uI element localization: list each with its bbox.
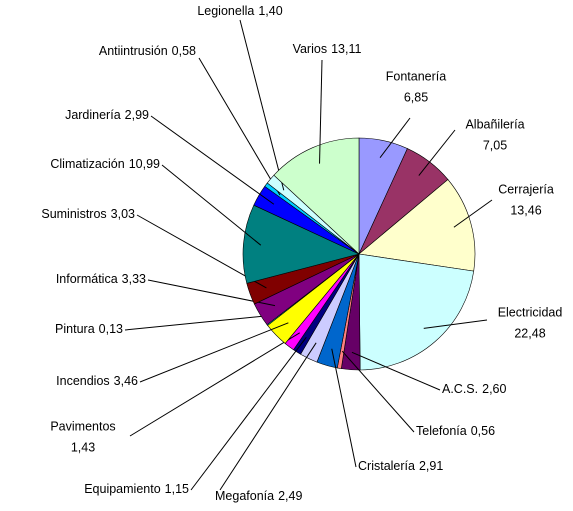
pie-slice <box>358 253 475 371</box>
slice-label: Informática <box>56 272 118 286</box>
leader-line <box>341 350 415 433</box>
leader-line <box>124 313 282 331</box>
slice-label: Cerrajería <box>498 182 554 196</box>
slice-value: 7,05 <box>483 138 507 152</box>
slice-label: Cristalería <box>358 459 415 473</box>
slice-value: 13,46 <box>510 203 541 217</box>
slice-label: Pintura <box>55 322 95 336</box>
slice-label-group: Megafonía 2,49 <box>215 489 302 503</box>
leader-line <box>198 57 281 196</box>
leader-line <box>331 348 357 468</box>
slice-value: 2,60 <box>482 382 506 396</box>
slice-label-group: Informática 3,33 <box>56 272 146 286</box>
leader-line <box>351 351 441 391</box>
slice-value: 13,11 <box>331 42 361 56</box>
leader-line <box>453 199 493 228</box>
slice-label: Climatización <box>50 157 124 171</box>
slice-label-group: Telefonía 0,56 <box>416 424 495 438</box>
slice-label: Telefonía <box>416 424 467 438</box>
slice-value: 3,03 <box>111 207 135 221</box>
slice-label: Legionella <box>197 4 254 18</box>
leader-line <box>129 332 300 437</box>
slice-value: 0,58 <box>172 44 196 58</box>
leader-line <box>161 164 262 246</box>
slice-label: Equipamiento <box>84 482 160 496</box>
slice-label-group: Equipamiento 1,15 <box>84 482 189 496</box>
pie-slice <box>273 137 360 255</box>
slice-label-group: Suministros 3,03 <box>41 207 135 221</box>
slice-value: 2,91 <box>419 459 443 473</box>
slice-label-group: Jardinería 2,99 <box>65 108 149 122</box>
slice-label: Megafonía <box>215 489 274 503</box>
slice-label: Antiintrusión <box>99 44 168 58</box>
slice-value: 1,15 <box>165 482 189 496</box>
slice-label-group: Pintura 0,13 <box>55 322 123 336</box>
slice-value: 0,56 <box>471 424 495 438</box>
slice-label-group: Antiintrusión 0,58 <box>99 44 196 58</box>
slice-value: 1,43 <box>71 440 95 454</box>
slice-value: 1,40 <box>258 4 282 18</box>
slice-value: 10,99 <box>129 157 160 171</box>
leader-line <box>423 319 488 329</box>
slice-label-group: Legionella 1,40 <box>197 4 282 18</box>
leader-line <box>139 322 289 383</box>
slice-label: Jardinería <box>65 108 121 122</box>
slice-value: 0,13 <box>99 322 123 336</box>
pie-slice <box>358 179 476 272</box>
leader-line <box>150 115 275 205</box>
slice-label: Pavimentos <box>50 419 115 433</box>
leader-line <box>239 19 285 191</box>
slice-label-group: Varios 13,11 <box>293 42 362 56</box>
leader-line <box>319 59 323 164</box>
slice-label: A.C.S. <box>442 382 478 396</box>
slice-label: Varios <box>293 42 328 56</box>
slice-value: 3,46 <box>114 374 138 388</box>
slice-label: Electricidad <box>498 305 563 319</box>
slice-value: 6,85 <box>404 90 428 104</box>
leader-line <box>379 117 411 158</box>
slice-label-group: A.C.S. 2,60 <box>442 382 507 396</box>
leader-line <box>219 342 317 491</box>
pie-slice <box>242 204 360 284</box>
slice-label: Incendios <box>56 374 110 388</box>
slice-value: 22,48 <box>514 326 545 340</box>
slice-label-group: Climatización 10,99 <box>50 157 160 171</box>
slice-label-group: Incendios 3,46 <box>56 374 138 388</box>
slice-value: 3,33 <box>122 272 146 286</box>
slice-label: Albañilería <box>465 117 524 131</box>
slice-value: 2,49 <box>278 489 302 503</box>
slice-label: Suministros <box>41 207 106 221</box>
slice-value: 2,99 <box>125 108 149 122</box>
slice-label-group: Cristalería 2,91 <box>358 459 443 473</box>
leader-line <box>190 337 307 491</box>
leader-line <box>418 129 456 176</box>
slice-label: Fontanería <box>386 69 447 83</box>
